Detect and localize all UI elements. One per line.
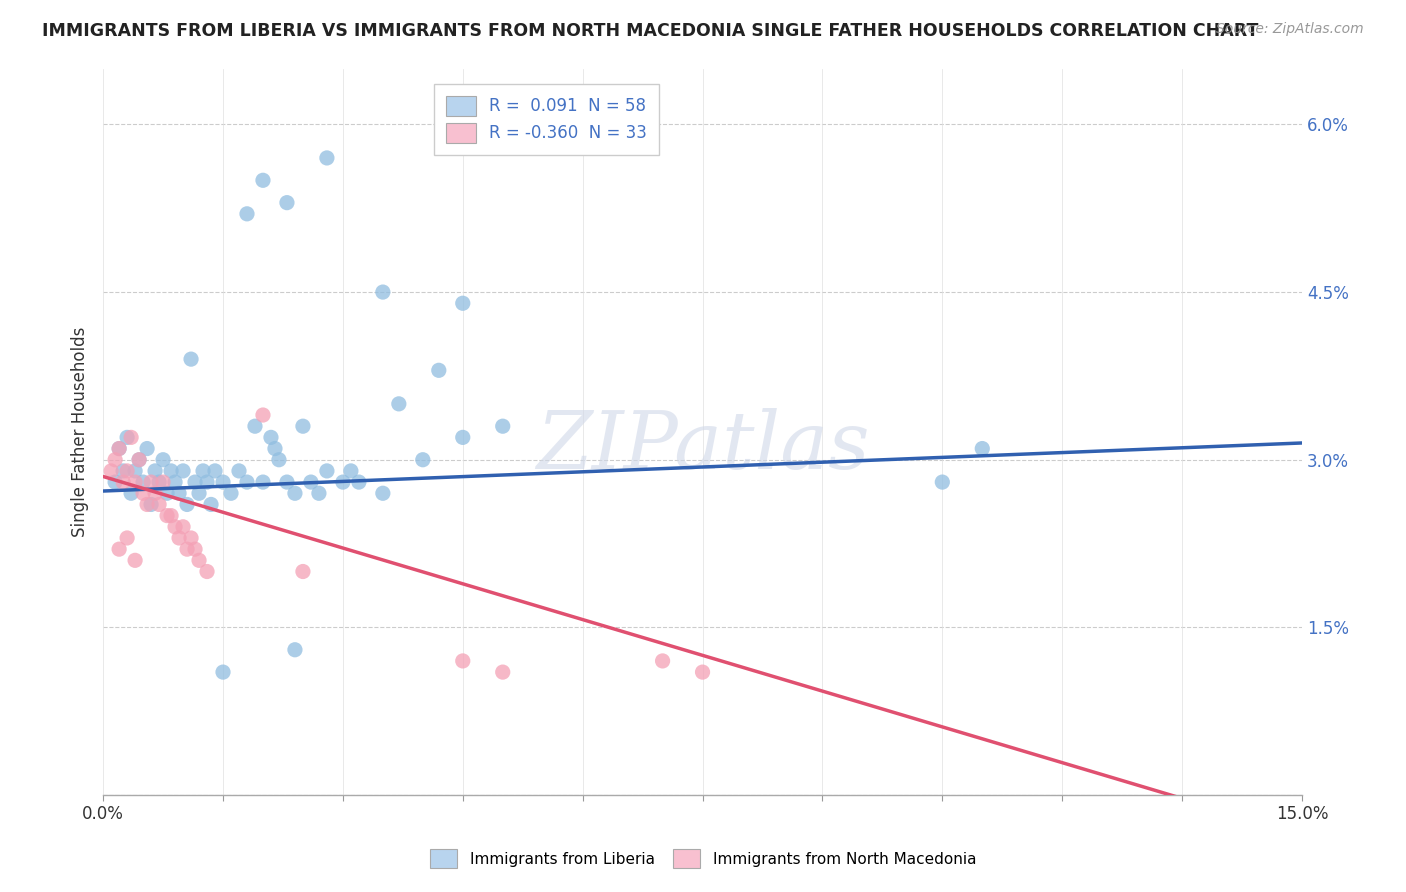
Text: IMMIGRANTS FROM LIBERIA VS IMMIGRANTS FROM NORTH MACEDONIA SINGLE FATHER HOUSEHO: IMMIGRANTS FROM LIBERIA VS IMMIGRANTS FR… [42,22,1258,40]
Point [264,442,287,456]
Point [156,508,179,523]
Point [104,475,127,489]
Point [104,452,127,467]
Point [332,475,354,489]
Point [308,486,330,500]
Point [276,195,298,210]
Point [260,430,283,444]
Point [132,486,155,500]
Point [128,452,150,467]
Point [184,542,207,557]
Point [136,498,159,512]
Point [120,430,142,444]
Point [340,464,363,478]
Point [160,464,183,478]
Point [139,498,162,512]
Point [299,475,322,489]
Point [212,665,235,679]
Point [143,464,166,478]
Point [412,452,434,467]
Point [492,665,515,679]
Point [195,565,218,579]
Point [167,486,190,500]
Point [212,475,235,489]
Point [451,430,474,444]
Point [371,285,394,299]
Point [167,531,190,545]
Point [316,151,339,165]
Point [243,419,266,434]
Point [291,419,314,434]
Point [291,565,314,579]
Point [156,486,179,500]
Point [931,475,953,489]
Point [492,419,515,434]
Point [252,408,274,422]
Point [124,464,146,478]
Point [252,475,274,489]
Point [347,475,370,489]
Point [143,486,166,500]
Point [284,642,307,657]
Point [204,464,226,478]
Point [276,475,298,489]
Point [451,654,474,668]
Point [371,486,394,500]
Point [176,498,198,512]
Point [651,654,673,668]
Point [148,475,170,489]
Point [152,475,174,489]
Point [165,520,187,534]
Point [112,475,135,489]
Point [267,452,290,467]
Point [100,464,122,478]
Point [172,464,194,478]
Point [115,430,138,444]
Point [219,486,242,500]
Point [165,475,187,489]
Point [188,486,211,500]
Point [200,498,222,512]
Point [124,475,146,489]
Point [124,553,146,567]
Point [160,508,183,523]
Point [152,452,174,467]
Point [316,464,339,478]
Point [228,464,250,478]
Point [180,531,202,545]
Point [148,498,170,512]
Point [972,442,994,456]
Point [451,296,474,310]
Point [128,452,150,467]
Point [136,442,159,456]
Point [115,531,138,545]
Point [692,665,714,679]
Text: ZIPatlas: ZIPatlas [536,408,869,485]
Point [120,486,142,500]
Legend: Immigrants from Liberia, Immigrants from North Macedonia: Immigrants from Liberia, Immigrants from… [422,841,984,875]
Legend: R =  0.091  N = 58, R = -0.360  N = 33: R = 0.091 N = 58, R = -0.360 N = 33 [434,84,659,155]
Point [195,475,218,489]
Point [427,363,450,377]
Point [284,486,307,500]
Point [108,542,131,557]
Point [176,542,198,557]
Point [112,464,135,478]
Point [191,464,214,478]
Point [184,475,207,489]
Point [115,464,138,478]
Point [139,475,162,489]
Point [188,553,211,567]
Point [132,475,155,489]
Point [180,352,202,367]
Point [172,520,194,534]
Point [252,173,274,187]
Point [108,442,131,456]
Point [236,207,259,221]
Text: Source: ZipAtlas.com: Source: ZipAtlas.com [1216,22,1364,37]
Y-axis label: Single Father Households: Single Father Households [72,326,89,537]
Point [236,475,259,489]
Point [388,397,411,411]
Point [108,442,131,456]
